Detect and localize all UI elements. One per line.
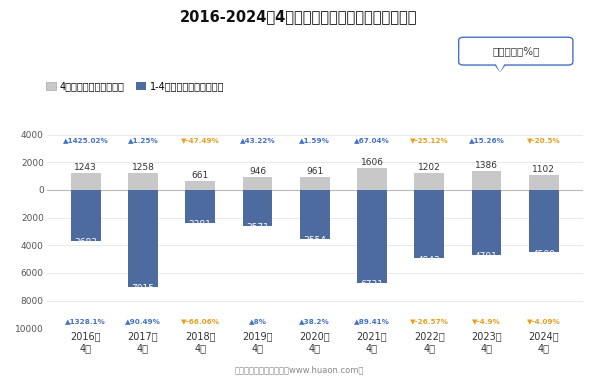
Bar: [71, 190, 100, 241]
Legend: 4月期货成交量（万手）, 1-4月期货成交量（万手）: 4月期货成交量（万手）, 1-4月期货成交量（万手）: [46, 81, 224, 91]
Text: ▲89.41%: ▲89.41%: [354, 318, 390, 324]
Text: 1606: 1606: [361, 158, 383, 167]
Text: 6731: 6731: [361, 280, 383, 289]
Text: 1258: 1258: [132, 163, 154, 172]
Bar: [414, 173, 444, 190]
Text: ▼-47.49%: ▼-47.49%: [181, 137, 219, 143]
Bar: [472, 190, 501, 255]
Bar: [472, 171, 501, 190]
Text: 制图：华经产业研究院（www.huaon.com）: 制图：华经产业研究院（www.huaon.com）: [234, 365, 364, 374]
Text: ▲43.22%: ▲43.22%: [240, 137, 275, 143]
Text: 3683: 3683: [74, 238, 97, 247]
Bar: [300, 190, 329, 239]
Text: ▲90.49%: ▲90.49%: [125, 318, 161, 324]
Text: 4943: 4943: [418, 256, 441, 265]
Text: ▼-4.9%: ▼-4.9%: [472, 318, 501, 324]
Bar: [185, 190, 215, 223]
Text: ▼-4.09%: ▼-4.09%: [527, 318, 560, 324]
Text: ▲1425.02%: ▲1425.02%: [63, 137, 109, 143]
Bar: [300, 177, 329, 190]
Bar: [128, 173, 158, 190]
Text: ▼-26.57%: ▼-26.57%: [410, 318, 448, 324]
Text: 1202: 1202: [418, 164, 441, 173]
Text: 1386: 1386: [475, 161, 498, 170]
Text: 1102: 1102: [532, 165, 555, 174]
Bar: [529, 175, 559, 190]
Text: ▲8%: ▲8%: [249, 318, 267, 324]
Text: 同比增速（%）: 同比增速（%）: [492, 46, 539, 56]
Text: 2016-2024年4月大连商品交易所玉米期货成交量: 2016-2024年4月大连商品交易所玉米期货成交量: [180, 9, 418, 24]
Text: 1243: 1243: [74, 163, 97, 172]
Bar: [243, 177, 273, 190]
Text: ▲1.25%: ▲1.25%: [127, 137, 158, 143]
Text: ▲38.2%: ▲38.2%: [300, 318, 330, 324]
Text: 946: 946: [249, 167, 266, 176]
Text: ▲1.59%: ▲1.59%: [300, 137, 330, 143]
Text: 2571: 2571: [246, 223, 269, 232]
Text: ▲67.04%: ▲67.04%: [354, 137, 390, 143]
Bar: [185, 181, 215, 190]
Bar: [71, 173, 100, 190]
Bar: [414, 190, 444, 258]
Text: 4509: 4509: [532, 250, 555, 259]
Text: 7015: 7015: [132, 284, 154, 293]
Bar: [128, 190, 158, 287]
Text: 4701: 4701: [475, 252, 498, 261]
Bar: [357, 190, 387, 283]
Text: ▲15.26%: ▲15.26%: [469, 137, 505, 143]
Text: 961: 961: [306, 167, 324, 176]
Text: 3554: 3554: [303, 237, 326, 246]
Bar: [357, 168, 387, 190]
Bar: [243, 190, 273, 226]
Text: 2381: 2381: [189, 220, 212, 229]
Text: ▼-25.12%: ▼-25.12%: [410, 137, 448, 143]
Bar: [529, 190, 559, 252]
Text: ▲1328.1%: ▲1328.1%: [65, 318, 106, 324]
Text: 661: 661: [191, 171, 209, 180]
Text: ▼-66.06%: ▼-66.06%: [181, 318, 220, 324]
Text: ▼-20.5%: ▼-20.5%: [527, 137, 560, 143]
